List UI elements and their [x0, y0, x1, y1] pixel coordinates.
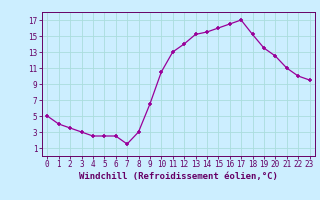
X-axis label: Windchill (Refroidissement éolien,°C): Windchill (Refroidissement éolien,°C)	[79, 172, 278, 181]
